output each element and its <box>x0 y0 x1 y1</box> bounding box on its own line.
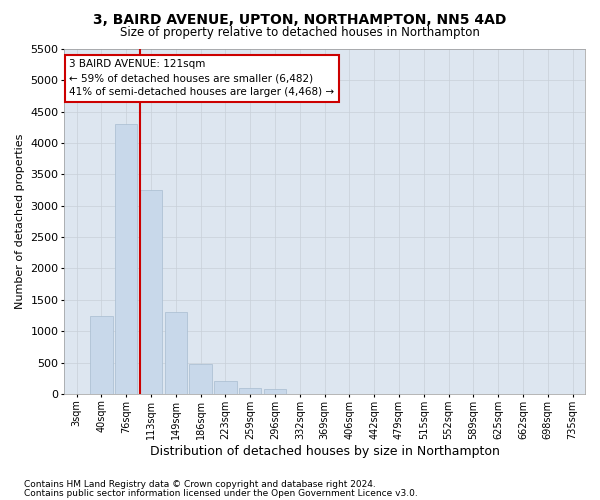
Bar <box>115 124 137 394</box>
Bar <box>90 316 113 394</box>
Text: Size of property relative to detached houses in Northampton: Size of property relative to detached ho… <box>120 26 480 39</box>
Text: 3 BAIRD AVENUE: 121sqm
← 59% of detached houses are smaller (6,482)
41% of semi-: 3 BAIRD AVENUE: 121sqm ← 59% of detached… <box>70 60 335 98</box>
Bar <box>264 390 286 394</box>
Text: 3, BAIRD AVENUE, UPTON, NORTHAMPTON, NN5 4AD: 3, BAIRD AVENUE, UPTON, NORTHAMPTON, NN5… <box>94 12 506 26</box>
X-axis label: Distribution of detached houses by size in Northampton: Distribution of detached houses by size … <box>149 444 500 458</box>
Text: Contains HM Land Registry data © Crown copyright and database right 2024.: Contains HM Land Registry data © Crown c… <box>24 480 376 489</box>
Bar <box>164 312 187 394</box>
Text: Contains public sector information licensed under the Open Government Licence v3: Contains public sector information licen… <box>24 489 418 498</box>
Bar <box>190 364 212 394</box>
Bar <box>214 382 236 394</box>
Bar <box>140 190 162 394</box>
Bar <box>239 388 262 394</box>
Y-axis label: Number of detached properties: Number of detached properties <box>15 134 25 309</box>
